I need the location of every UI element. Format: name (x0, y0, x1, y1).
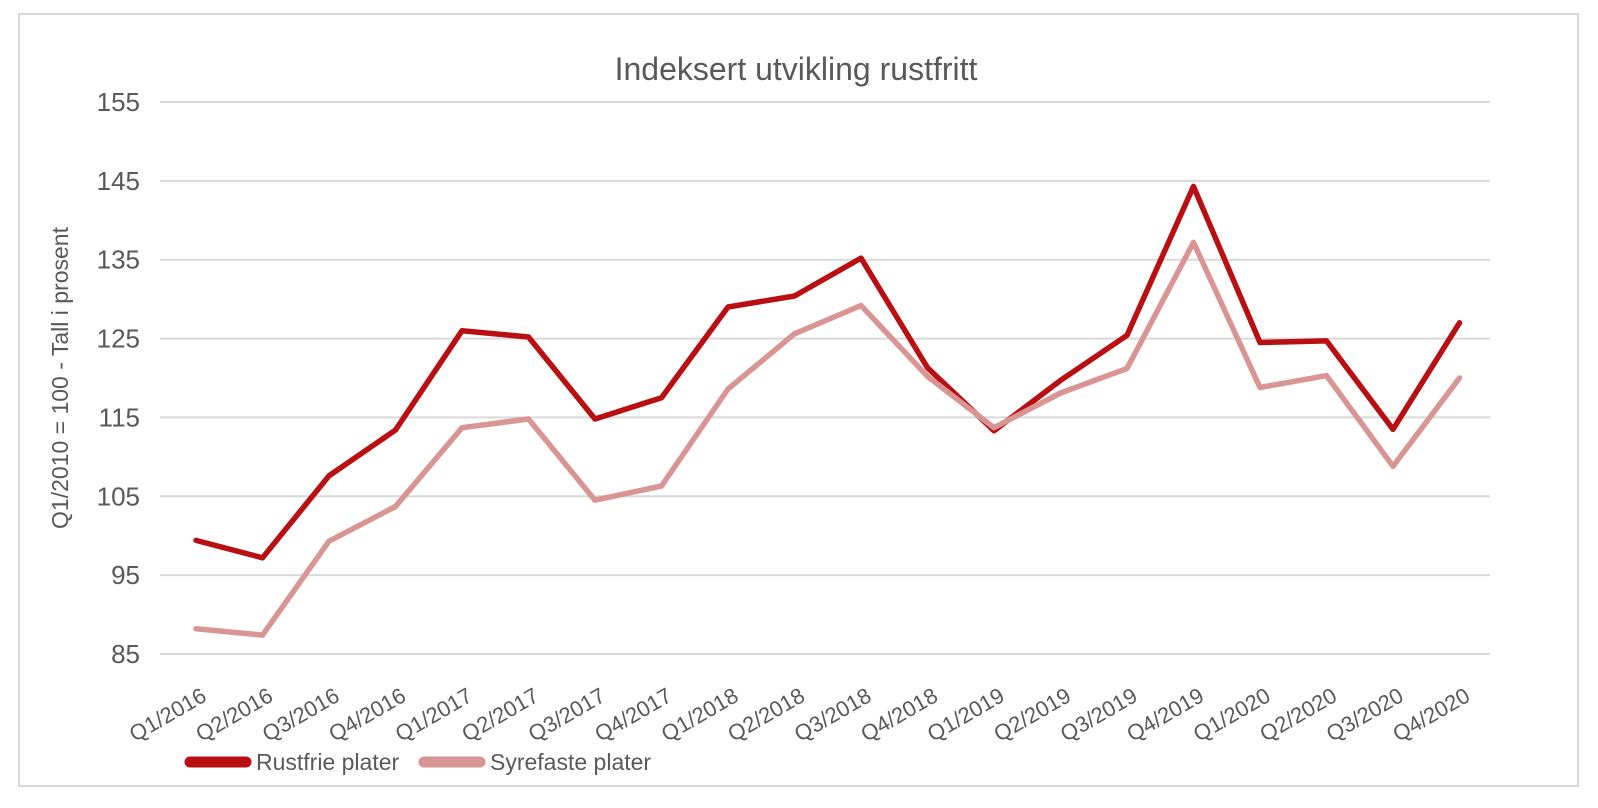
series-lines (193, 183, 1463, 638)
y-tick-label-135: 135 (97, 245, 140, 275)
y-tick-label-125: 125 (97, 324, 140, 354)
y-axis-tick-labels: 85 95 105 115 125 135 145 155 (97, 87, 140, 669)
y-tick-label-115: 115 (99, 402, 140, 432)
y-tick-label-85: 85 (111, 639, 140, 669)
legend: Rustfrie plater Syrefaste plater (184, 749, 651, 775)
series-line-syrefaste-plater[interactable] (193, 239, 1463, 638)
gridlines (160, 101, 1490, 655)
y-tick-label-145: 145 (97, 166, 140, 196)
y-tick-label-95: 95 (111, 560, 140, 590)
legend-item-rustfrie-plater[interactable]: Rustfrie plater (184, 749, 400, 775)
y-tick-label-155: 155 (97, 87, 140, 117)
chart-frame (18, 13, 1579, 787)
chart-title: Indeksert utvikling rustfritt (615, 51, 978, 87)
series-line-rustfrie-plater[interactable] (193, 183, 1463, 561)
legend-item-syrefaste-plater[interactable]: Syrefaste plater (418, 749, 651, 775)
legend-label-rustfrie-plater: Rustfrie plater (256, 749, 400, 775)
y-tick-label-105: 105 (97, 481, 140, 511)
y-axis-title: Q1/2010 = 100 - Tall i prosent (47, 226, 73, 529)
legend-label-syrefaste-plater: Syrefaste plater (490, 749, 651, 775)
